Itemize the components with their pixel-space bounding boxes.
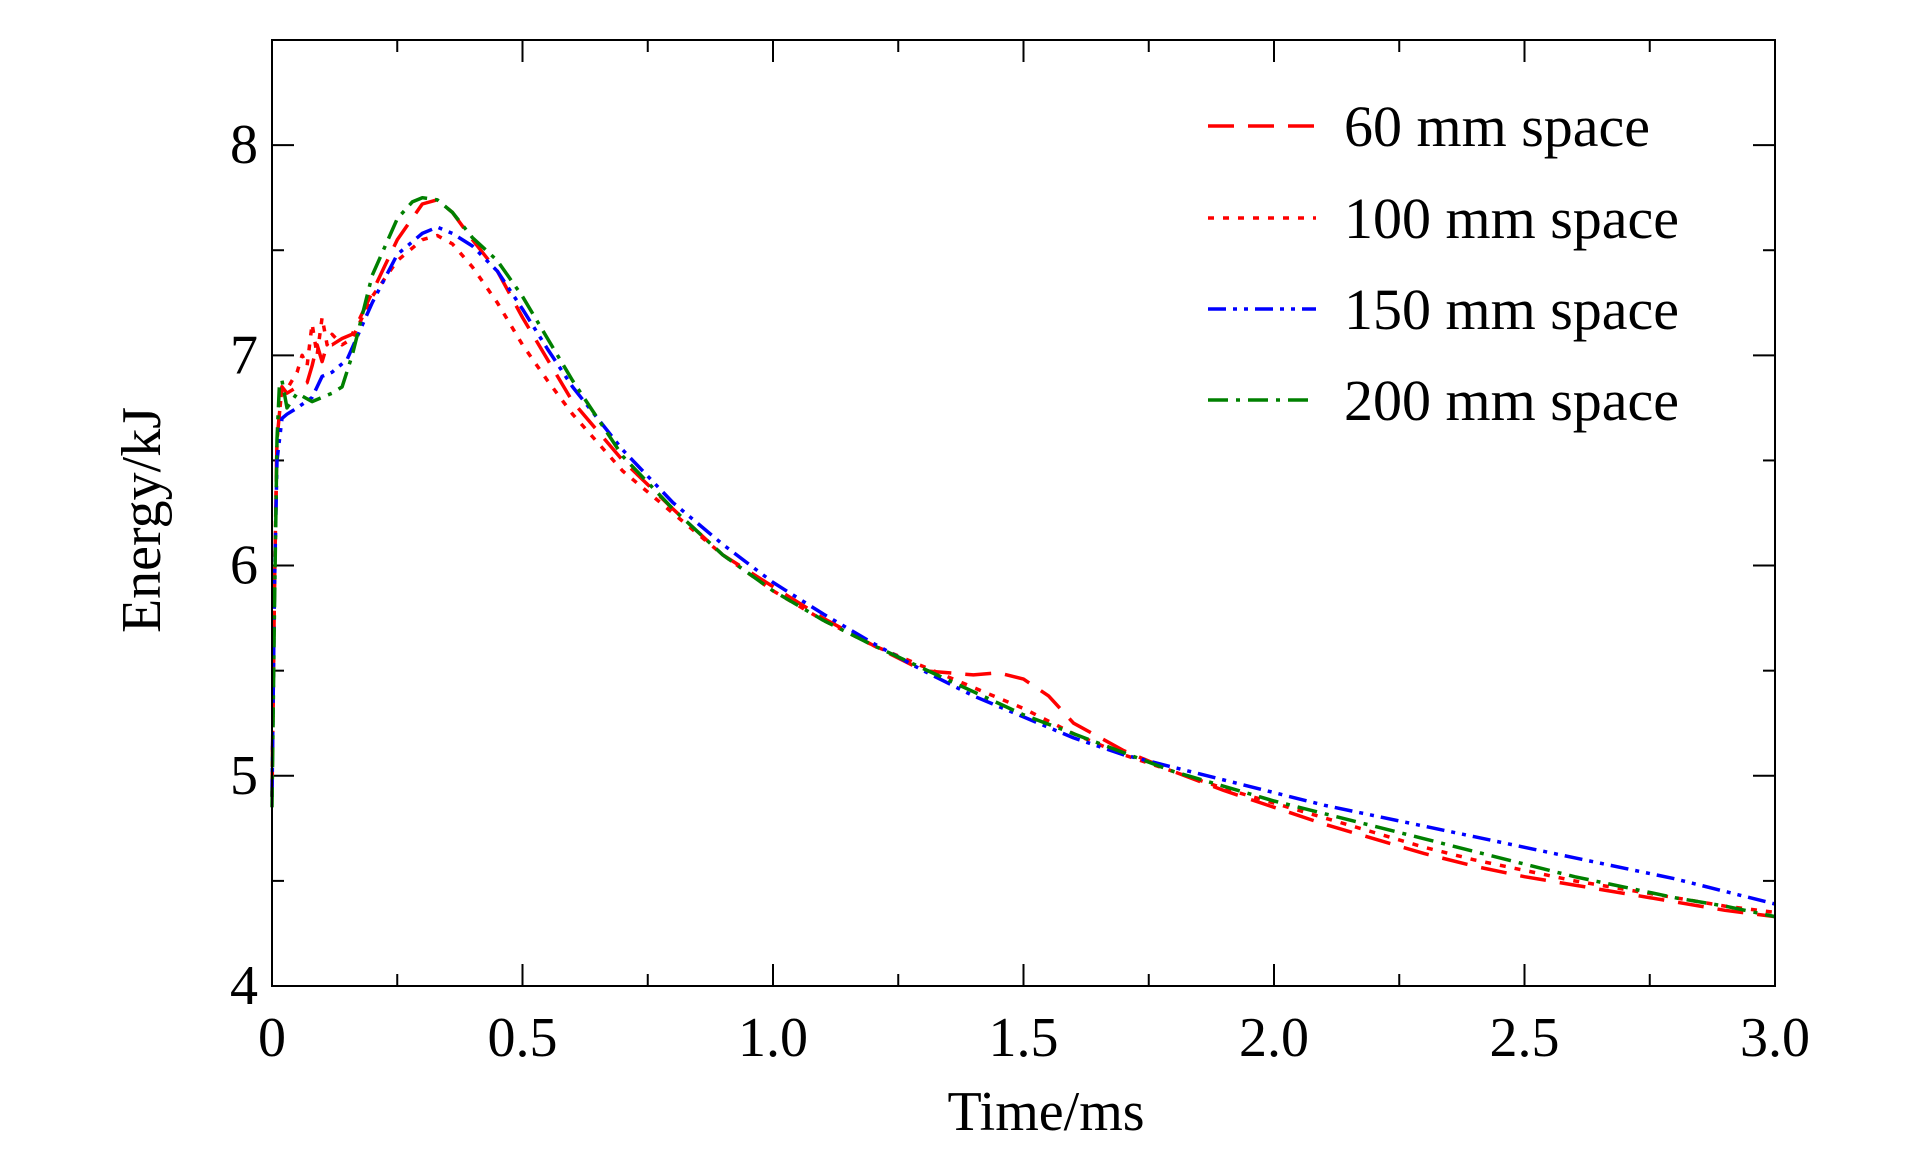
legend-label: 60 mm space <box>1344 94 1650 159</box>
series-lines <box>270 195 1776 919</box>
series-line-1 <box>270 198 1776 919</box>
series-line-3 <box>270 225 1776 906</box>
x-tick-label: 1.5 <box>989 1007 1059 1069</box>
y-tick-label: 5 <box>230 745 258 807</box>
series-line-4 <box>270 195 1776 919</box>
x-tick-label: 0.5 <box>488 1007 558 1069</box>
series-line-2 <box>270 233 1776 915</box>
y-tick-labels: 4 5 6 7 8 <box>230 114 258 1017</box>
x-tick-label: 2.0 <box>1239 1007 1309 1069</box>
x-tick-label: 0 <box>258 1007 286 1069</box>
legend: 60 mm space 100 mm space 150 mm space 200 m… <box>1208 94 1679 433</box>
y-tick-label: 8 <box>230 114 258 176</box>
plot-area <box>272 40 1775 986</box>
legend-label: 200 mm space <box>1344 368 1679 433</box>
y-tick-label: 7 <box>230 324 258 386</box>
x-tick-labels: 0 0.5 1.0 1.5 2.0 2.5 3.0 <box>258 1007 1810 1069</box>
x-tick-label: 3.0 <box>1740 1007 1810 1069</box>
y-tick-label: 4 <box>230 955 258 1017</box>
legend-label: 100 mm space <box>1344 186 1679 251</box>
x-axis-label: Time/ms <box>947 1081 1144 1143</box>
x-tick-label: 1.0 <box>738 1007 808 1069</box>
legend-label: 150 mm space <box>1344 277 1679 342</box>
y-tick-label: 6 <box>230 535 258 597</box>
y-axis-label: Energy/kJ <box>111 407 173 633</box>
plot-frame <box>271 39 1776 987</box>
x-tick-label: 2.5 <box>1490 1007 1560 1069</box>
